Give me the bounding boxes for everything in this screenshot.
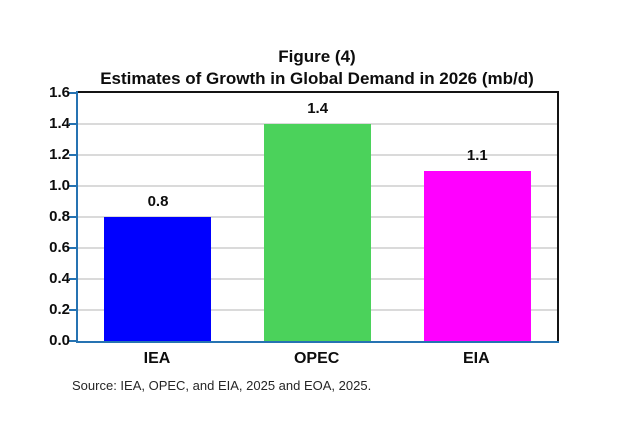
plot-border-right — [557, 91, 559, 343]
y-axis-tick-mark — [69, 340, 77, 342]
gridline — [78, 123, 557, 125]
plot-border-top — [76, 91, 559, 93]
y-axis-tick-label: 0.8 — [49, 208, 70, 225]
y-axis-tick-label: 1.6 — [49, 84, 70, 101]
chart-title: Figure (4) — [278, 47, 356, 66]
y-axis-tick-mark — [69, 216, 77, 218]
y-axis-tick-label: 1.2 — [49, 146, 70, 163]
y-axis-line — [76, 91, 78, 341]
y-axis-tick-mark — [69, 278, 77, 280]
y-axis-tick-label: 0.6 — [49, 239, 70, 256]
y-axis-tick-mark — [69, 92, 77, 94]
category-label-eia: EIA — [462, 350, 490, 367]
y-axis-tick-mark — [69, 185, 77, 187]
y-axis-tick-mark — [69, 154, 77, 156]
bar-value-label: 1.4 — [307, 100, 329, 117]
bar-value-label: 1.1 — [466, 146, 488, 164]
source-note: Source: IEA, OPEC, and EIA, 2025 and EOA… — [72, 378, 372, 393]
y-axis-tick-mark — [69, 309, 77, 311]
bar-iea — [104, 217, 212, 341]
y-axis-tick-label: 0.0 — [49, 332, 70, 349]
bar-eia — [423, 170, 531, 341]
y-axis-tick-label: 1.0 — [49, 177, 70, 194]
y-axis-tick-label: 0.2 — [49, 301, 70, 318]
y-axis-tick-mark — [69, 247, 77, 249]
plot-area: 0.8 1.4 1.1 — [69, 92, 557, 342]
bar-value-label: 0.8 — [147, 193, 169, 210]
x-axis-line — [76, 341, 559, 343]
bar-opec — [264, 124, 371, 341]
y-axis-tick-mark — [69, 123, 77, 125]
y-axis-tick-label: 1.4 — [49, 115, 70, 132]
y-axis-tick-label: 0.4 — [49, 270, 70, 287]
category-label-opec: OPEC — [293, 350, 340, 367]
category-label-iea: IEA — [143, 350, 171, 367]
chart-subtitle: Estimates of Growth in Global Demand in … — [100, 69, 534, 88]
